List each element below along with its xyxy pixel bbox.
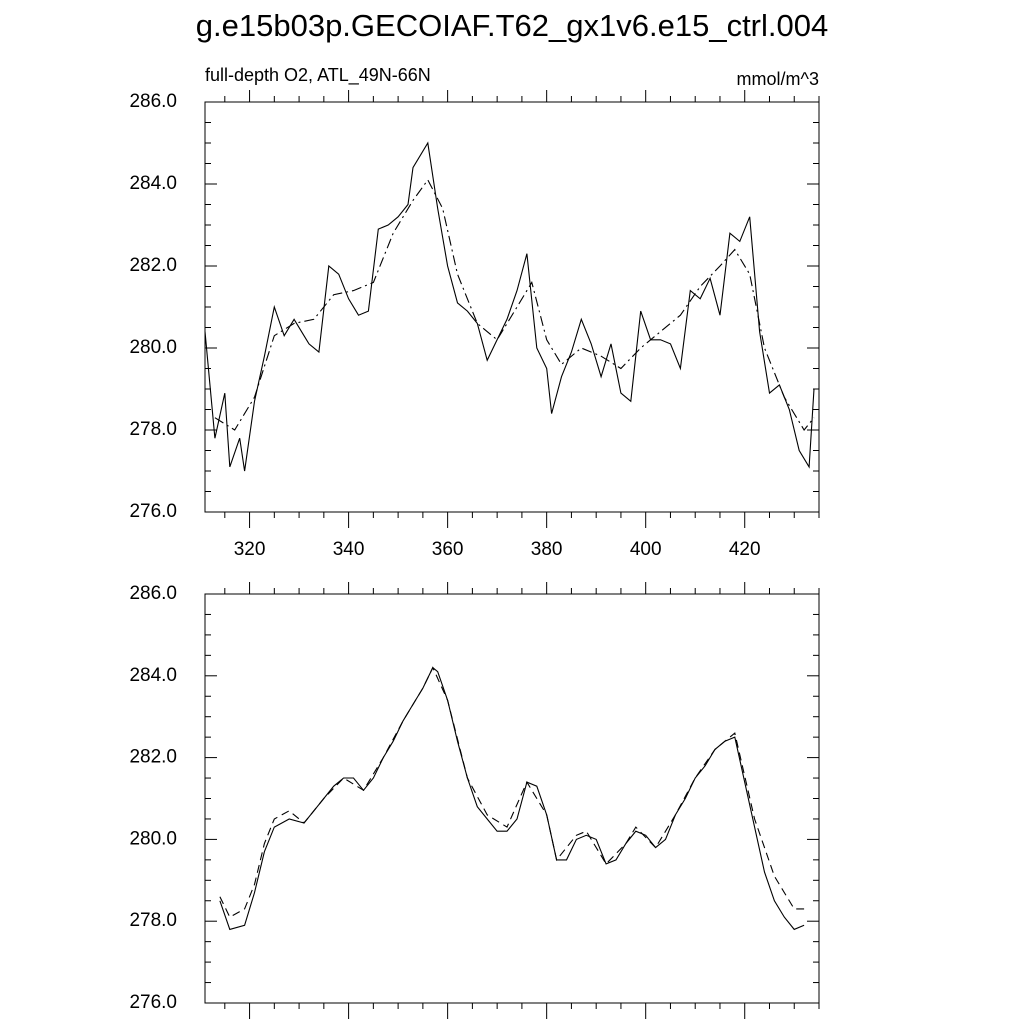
subtitle: full-depth O2, ATL_49N-66N — [205, 65, 431, 86]
series-line — [214, 178, 815, 431]
y-tick-label: 278.0 — [129, 419, 177, 440]
x-tick-label: 420 — [729, 539, 761, 560]
series-line — [204, 141, 815, 472]
x-tick-label: 380 — [531, 539, 563, 560]
x-tick-label: 320 — [234, 539, 266, 560]
x-tick-label: 400 — [630, 539, 662, 560]
y-tick-label: 284.0 — [129, 173, 177, 194]
series-line — [219, 666, 805, 931]
y-tick-label: 282.0 — [129, 255, 177, 276]
y-tick-label: 284.0 — [129, 665, 177, 686]
y-tick-label: 282.0 — [129, 747, 177, 768]
y-tick-label: 276.0 — [129, 992, 177, 1013]
series-line — [219, 666, 805, 918]
y-tick-label: 280.0 — [129, 828, 177, 849]
y-tick-label: 286.0 — [129, 91, 177, 112]
y-tick-label: 286.0 — [129, 583, 177, 604]
x-tick-label: 340 — [333, 539, 365, 560]
y-tick-label: 278.0 — [129, 910, 177, 931]
y-tick-label: 280.0 — [129, 337, 177, 358]
plot-frame — [204, 101, 820, 513]
y-tick-label: 276.0 — [129, 501, 177, 522]
chart-title: g.e15b03p.GECOIAF.T62_gx1v6.e15_ctrl.004 — [196, 8, 828, 43]
x-tick-label: 360 — [432, 539, 464, 560]
plot-frame — [204, 593, 820, 1004]
units-label: mmol/m^3 — [737, 69, 819, 89]
